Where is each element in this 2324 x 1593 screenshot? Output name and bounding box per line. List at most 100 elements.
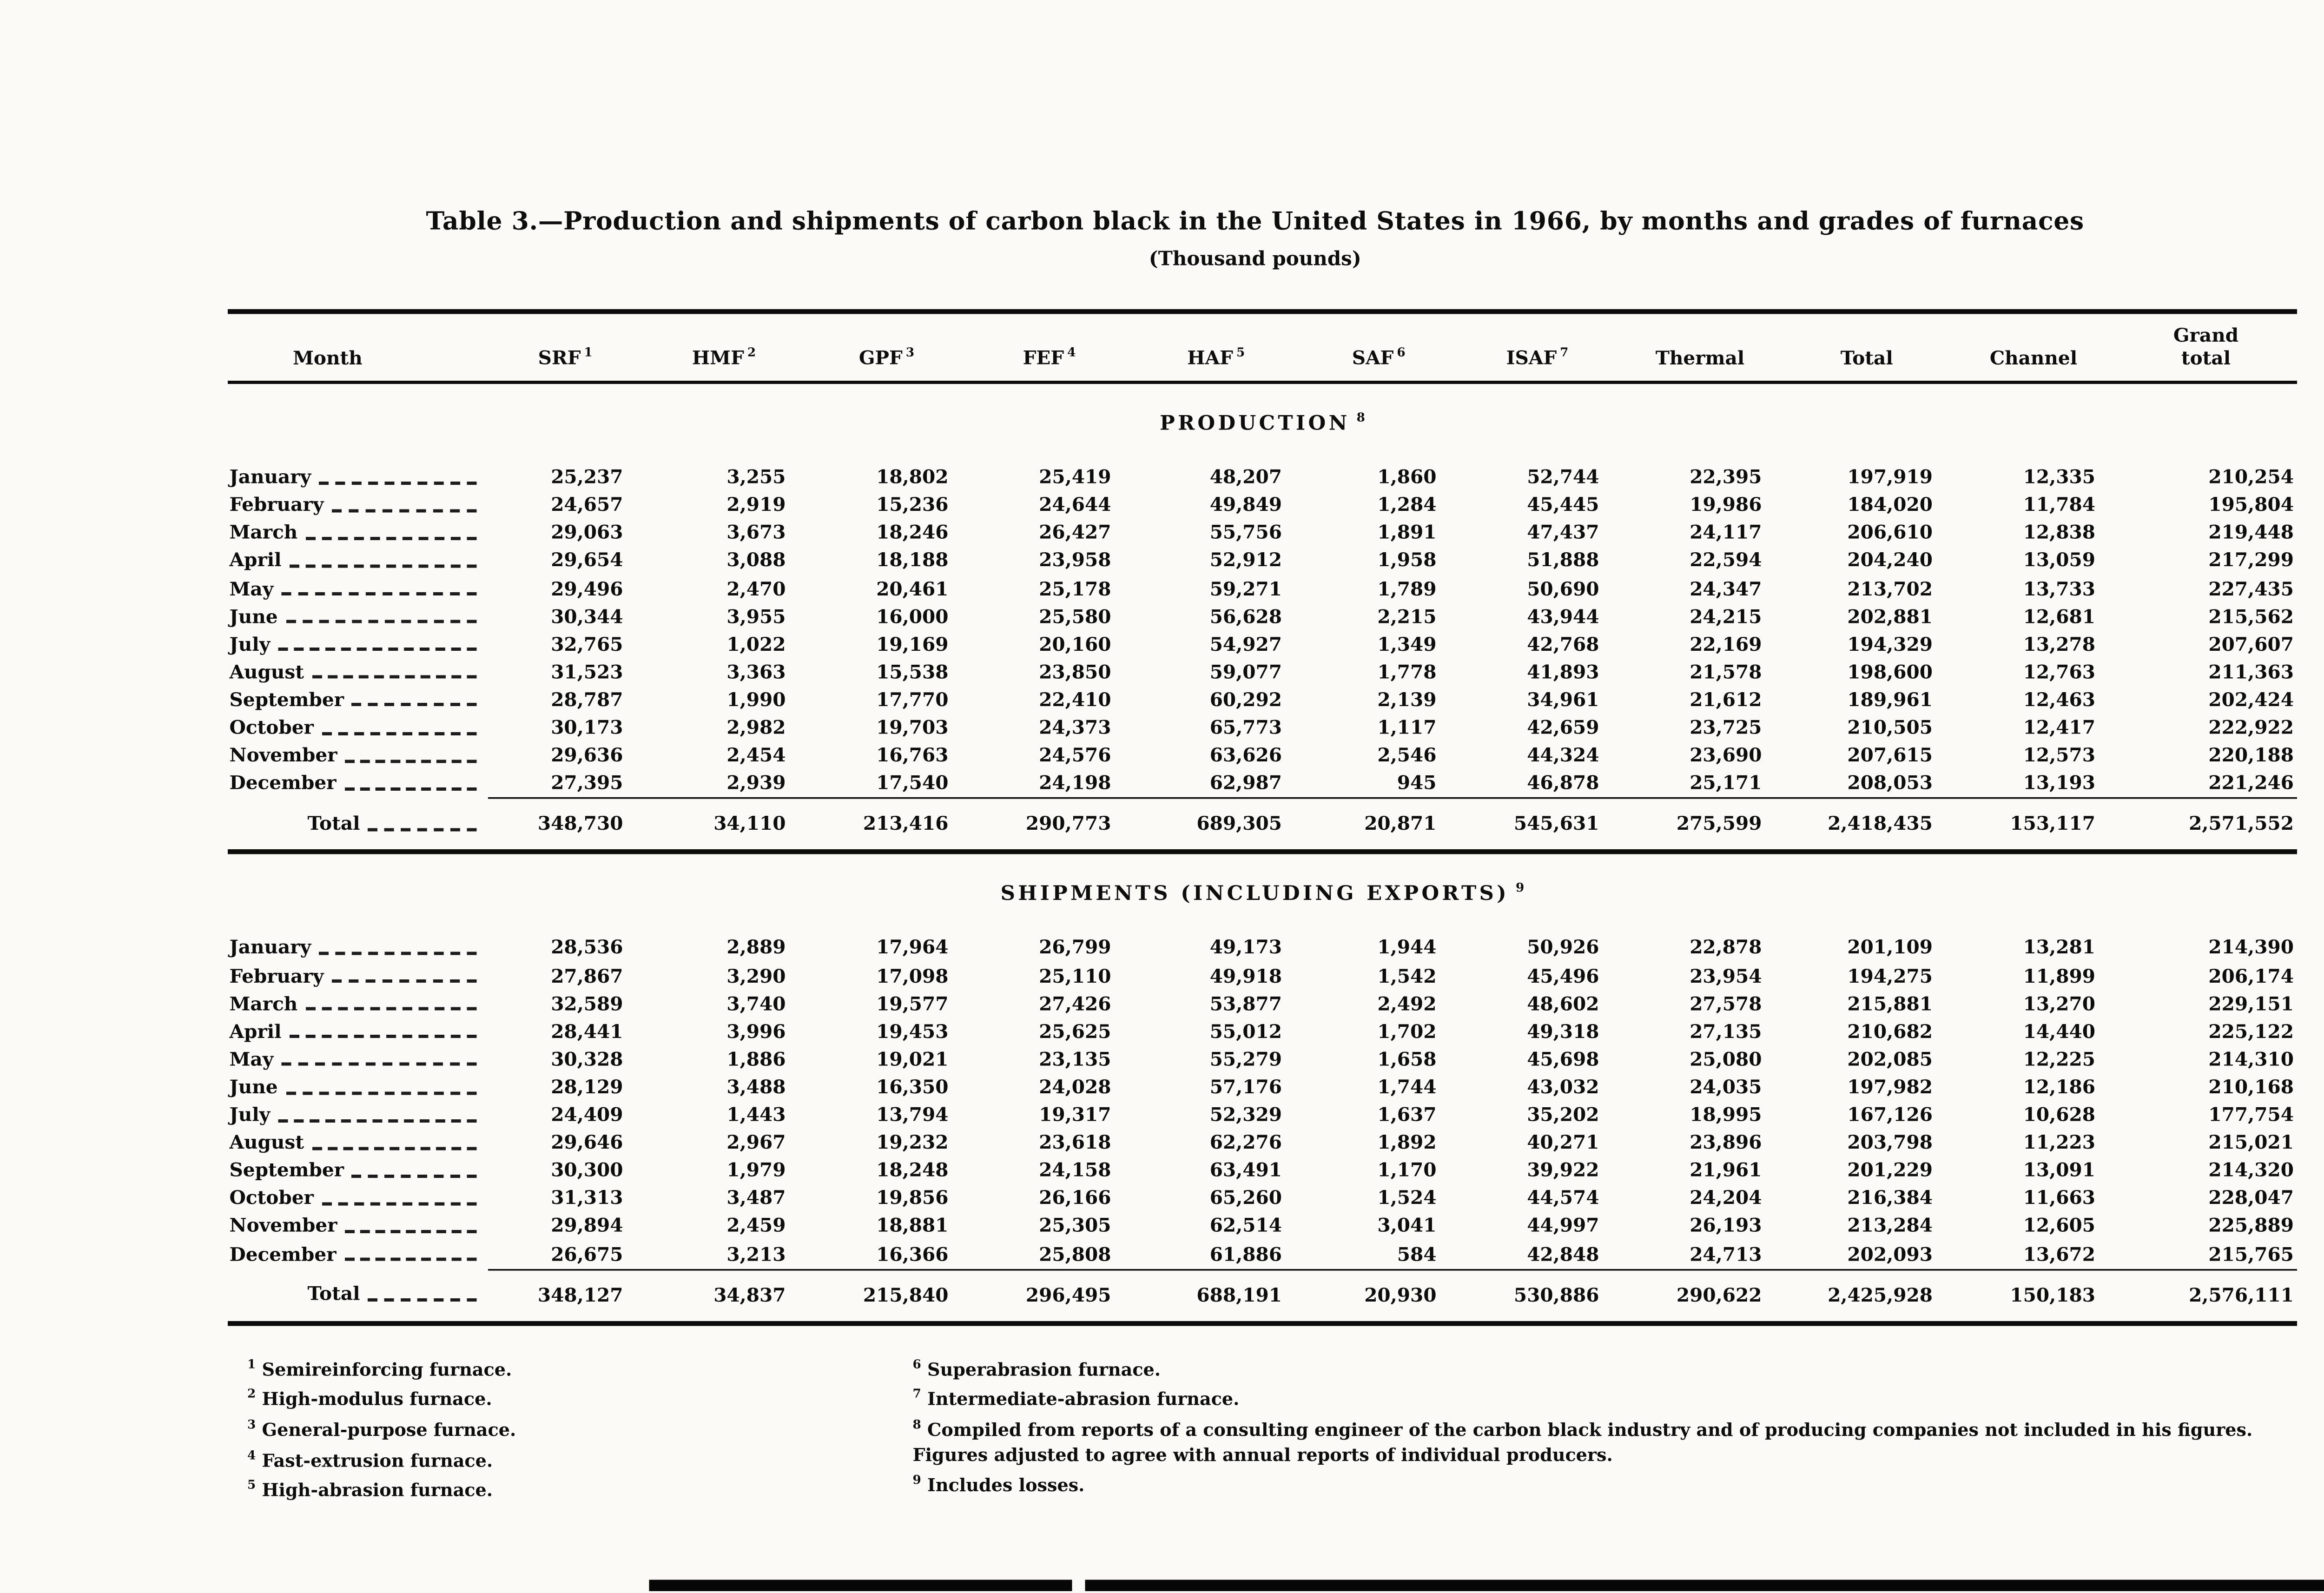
total-label-cell: Total [228,1269,488,1323]
value-cell: 22,395 [1619,464,1782,492]
value-cell: 24,373 [968,714,1131,742]
dot-leader [282,592,477,595]
value-cell: 20,461 [805,575,968,603]
value-cell: 12,681 [1952,603,2115,631]
value-cell: 23,725 [1619,714,1782,742]
value-cell: 18,802 [805,464,968,492]
month-cell: May [228,1046,488,1074]
value-cell: 16,366 [805,1241,968,1269]
month-label: November [230,744,337,768]
value-cell: 24,576 [968,742,1131,770]
value-cell: 214,320 [2115,1157,2297,1185]
value-cell: 19,577 [805,990,968,1018]
value-cell: 30,173 [488,714,643,742]
value-cell: 214,390 [2115,935,2297,963]
month-cell: September [228,1157,488,1185]
value-cell: 12,763 [1952,659,2115,687]
footnote-ref: 6 [913,1356,921,1371]
value-cell: 22,169 [1619,631,1782,659]
value-cell: 13,281 [1952,935,2115,963]
value-cell: 26,799 [968,935,1131,963]
month-cell-content: June [230,605,487,629]
footnote-ref: 7 [913,1387,921,1401]
value-cell: 13,091 [1952,1157,2115,1185]
month-cell: June [228,1074,488,1102]
column-header-label: SRF [538,347,581,370]
value-cell: 229,151 [2115,990,2297,1018]
dot-leader [278,648,477,651]
value-cell: 225,122 [2115,1018,2297,1046]
dot-leader [290,1035,476,1038]
month-label: December [230,772,337,796]
value-cell: 215,562 [2115,603,2297,631]
value-cell: 31,313 [488,1185,643,1213]
value-cell: 19,856 [805,1185,968,1213]
value-cell: 43,944 [1456,603,1619,631]
value-cell: 20,160 [968,631,1131,659]
value-cell: 12,605 [1952,1213,2115,1241]
section-heading-label: PRODUCTION [1160,410,1350,435]
dot-leader [319,952,477,955]
dot-leader [332,980,477,983]
value-cell: 177,754 [2115,1102,2297,1130]
value-cell: 49,849 [1131,492,1302,520]
value-cell: 23,850 [968,659,1131,687]
value-cell: 30,300 [488,1157,643,1185]
value-cell: 13,733 [1952,575,2115,603]
value-cell: 1,979 [643,1157,805,1185]
value-cell: 51,888 [1456,547,1619,575]
value-cell: 24,644 [968,492,1131,520]
value-cell: 1,117 [1301,714,1456,742]
value-cell: 1,944 [1301,935,1456,963]
footnote-ref: 5 [247,1478,256,1493]
value-cell: 11,223 [1952,1129,2115,1157]
month-label: September [230,1159,344,1183]
total-value-cell: 545,631 [1456,799,1619,853]
total-value-cell: 275,599 [1619,799,1782,853]
month-cell-content: September [230,1159,487,1183]
dot-leader [322,1202,476,1205]
value-cell: 202,085 [1782,1046,1953,1074]
footnote: 5 High-abrasion furnace. [247,1473,913,1503]
value-cell: 27,395 [488,770,643,799]
value-cell: 62,514 [1131,1213,1302,1241]
value-cell: 584 [1301,1241,1456,1269]
total-value-cell: 530,886 [1456,1269,1619,1323]
dot-leader [322,731,476,734]
month-cell-content: August [230,1131,487,1156]
value-cell: 220,188 [2115,742,2297,770]
month-cell: December [228,1241,488,1269]
month-cell: July [228,631,488,659]
dot-leader [278,1119,477,1122]
month-cell: December [228,770,488,799]
column-header-footnote-ref: 2 [747,345,756,360]
month-label: October [230,1187,314,1211]
total-value-cell: 2,418,435 [1782,799,1953,853]
value-cell: 1,990 [643,687,805,714]
value-cell: 44,574 [1456,1185,1619,1213]
value-cell: 225,889 [2115,1213,2297,1241]
value-cell: 65,260 [1131,1185,1302,1213]
month-label: February [230,493,324,518]
value-cell: 59,077 [1131,659,1302,687]
value-cell: 13,672 [1952,1241,2115,1269]
column-header-label: Total [1841,347,1893,370]
dot-leader [290,565,476,568]
month-cell-content: January [230,936,487,961]
total-value-cell: 348,730 [488,799,643,853]
value-cell: 21,961 [1619,1157,1782,1185]
month-label: June [230,605,278,629]
footnote: 4 Fast-extrusion furnace. [247,1442,913,1473]
footnote: 9 Includes losses. [913,1467,2301,1497]
total-value-cell: 688,191 [1131,1269,1302,1323]
value-cell: 50,690 [1456,575,1619,603]
